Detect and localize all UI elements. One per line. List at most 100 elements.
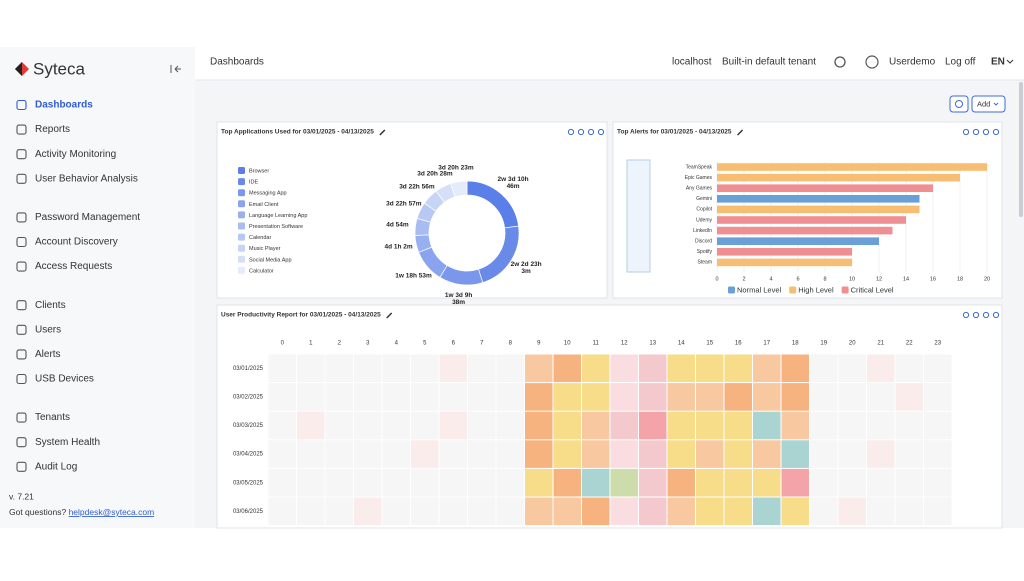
nav-icon <box>16 173 27 184</box>
nav-item[interactable]: Users <box>35 324 61 335</box>
refresh-icon[interactable] <box>962 311 970 319</box>
edit-icon[interactable] <box>737 129 744 136</box>
heat-cell <box>411 440 439 468</box>
dashboard-settings-button[interactable] <box>949 95 969 113</box>
nav-item[interactable]: Audit Log <box>35 461 77 472</box>
nav-item[interactable]: Clients <box>35 300 66 311</box>
heat-cell <box>724 468 752 497</box>
nav-icon <box>16 236 27 248</box>
help-email[interactable]: helpdesk@syteca.com <box>69 507 155 517</box>
collapse-button[interactable] <box>170 65 181 73</box>
x-tick-label: 2 <box>742 276 745 282</box>
column-label: 20 <box>849 341 856 347</box>
copy-icon[interactable] <box>972 311 980 319</box>
heat-cell <box>838 497 866 526</box>
legend-swatch <box>238 233 245 241</box>
heat-cell <box>639 383 667 411</box>
heat-cell <box>382 440 410 468</box>
settings-icon[interactable] <box>834 56 846 68</box>
heat-cell <box>639 468 667 497</box>
column-label: 2 <box>338 341 342 347</box>
edit-icon[interactable] <box>386 312 393 319</box>
nav-item[interactable]: Tenants <box>35 412 70 423</box>
nav-item[interactable]: Account Discovery <box>35 237 118 248</box>
legend-label: Presentation Software <box>249 224 303 230</box>
nav-item[interactable]: Password Management <box>35 212 140 223</box>
heat-cell <box>354 440 382 468</box>
heat-cell <box>895 468 923 497</box>
legend-label: Email Client <box>249 202 279 208</box>
heat-cell <box>838 411 866 440</box>
refresh-icon[interactable] <box>962 128 970 136</box>
category-label: Copilot <box>696 207 712 213</box>
close-icon[interactable] <box>992 311 1000 319</box>
nav-item[interactable]: Access Requests <box>35 261 112 272</box>
x-tick-label: 12 <box>876 276 882 282</box>
tenant[interactable]: Built-in default tenant <box>722 57 816 68</box>
heat-cell <box>496 440 524 468</box>
heat-cell <box>895 440 923 468</box>
category-label: TeamSpeak <box>686 164 713 170</box>
language[interactable]: EN <box>991 57 1005 68</box>
heat-cell <box>496 468 524 497</box>
row-label: 03/05/2025 <box>233 480 264 486</box>
settings-icon[interactable] <box>587 128 595 136</box>
nav-item[interactable]: System Health <box>35 437 100 448</box>
settings-icon[interactable] <box>982 311 990 319</box>
heat-cell <box>610 440 638 468</box>
row-label: 03/06/2025 <box>233 509 264 515</box>
heat-cell <box>867 411 895 440</box>
legend-swatch <box>728 286 735 294</box>
nav-item[interactable]: Reports <box>35 124 70 135</box>
heat-cell <box>297 354 325 383</box>
user[interactable]: Userdemo <box>889 57 936 68</box>
settings-icon[interactable] <box>982 128 990 136</box>
nav-item[interactable]: User Behavior Analysis <box>35 173 138 184</box>
slice-label: 1w 3d 9h 38m <box>444 291 473 306</box>
heat-cell <box>439 411 467 440</box>
row-label: 03/01/2025 <box>233 366 264 372</box>
column-label: 18 <box>792 341 799 347</box>
copy-icon[interactable] <box>577 128 585 136</box>
sidebar <box>0 47 195 528</box>
help-icon[interactable] <box>865 55 879 69</box>
heat-cell <box>810 411 838 440</box>
widget-title: User Productivity Report for 03/01/2025 … <box>221 312 381 319</box>
legend-swatch <box>238 211 245 219</box>
close-icon[interactable] <box>992 128 1000 136</box>
nav-icon <box>16 99 27 111</box>
logoff[interactable]: Log off <box>945 57 976 68</box>
copy-icon[interactable] <box>972 128 980 136</box>
slice-label: 1w 18h 53m <box>395 272 432 280</box>
heat-cell <box>297 383 325 411</box>
slice-label: 3d 20h 23m <box>438 164 474 172</box>
add-button[interactable] <box>971 95 1006 113</box>
edit-icon[interactable] <box>379 129 386 136</box>
heat-cell <box>553 383 581 411</box>
heat-cell <box>696 354 724 383</box>
nav-item[interactable]: USB Devices <box>35 374 94 385</box>
add-label: Add <box>977 99 990 108</box>
refresh-icon[interactable] <box>567 128 575 136</box>
nav-item[interactable]: Alerts <box>35 349 61 360</box>
bar <box>717 205 920 214</box>
heat-cell <box>411 468 439 497</box>
heat-cell <box>838 354 866 383</box>
heat-cell <box>867 383 895 411</box>
heat-cell <box>610 383 638 411</box>
legend-label: Language Learning App <box>249 213 307 219</box>
heat-cell <box>781 383 809 411</box>
legend-swatch <box>238 189 245 197</box>
heat-cell <box>838 468 866 497</box>
heat-cell <box>753 497 781 526</box>
column-label: 21 <box>877 341 884 347</box>
heat-cell <box>268 383 296 411</box>
heat-cell <box>325 383 353 411</box>
close-icon[interactable] <box>597 128 605 136</box>
slice-label: 2w 3d 10h 46m <box>497 176 529 191</box>
nav-item[interactable]: Dashboards <box>35 100 93 111</box>
nav-icon <box>16 124 27 135</box>
nav-item[interactable]: Activity Monitoring <box>35 149 116 160</box>
nav-icon <box>16 349 27 360</box>
